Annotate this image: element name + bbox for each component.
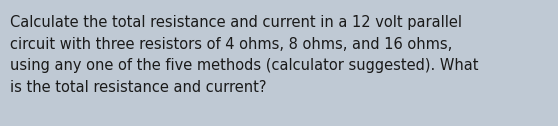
Text: Calculate the total resistance and current in a 12 volt parallel
circuit with th: Calculate the total resistance and curre… bbox=[10, 15, 479, 95]
